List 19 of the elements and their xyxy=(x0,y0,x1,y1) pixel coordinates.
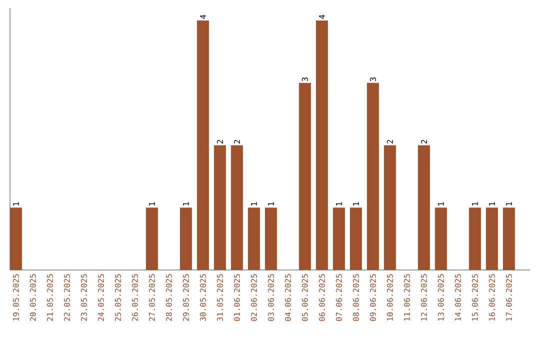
bar xyxy=(384,145,396,270)
bar xyxy=(366,82,379,270)
bar xyxy=(486,208,498,270)
bar xyxy=(316,20,328,270)
bar xyxy=(146,208,158,270)
bar xyxy=(180,208,192,270)
bar xyxy=(332,208,345,270)
bar xyxy=(196,20,209,270)
bar xyxy=(298,82,311,270)
bar xyxy=(418,145,430,270)
bar xyxy=(264,208,277,270)
bar xyxy=(468,208,481,270)
bar xyxy=(434,208,447,270)
bar xyxy=(230,145,243,270)
bar xyxy=(350,208,362,270)
bar xyxy=(10,208,22,270)
bar xyxy=(248,208,260,270)
bar xyxy=(502,208,515,270)
bar xyxy=(214,145,226,270)
